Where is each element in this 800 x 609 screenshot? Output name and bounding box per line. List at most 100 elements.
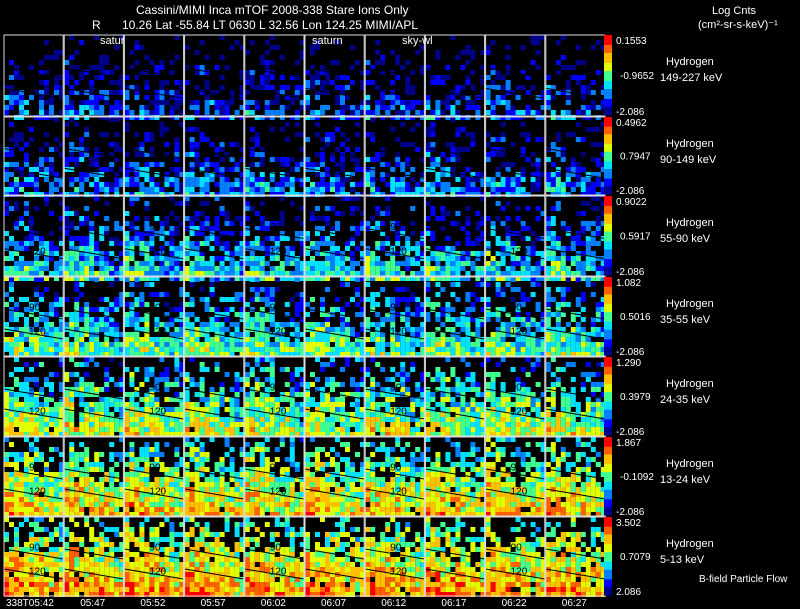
panel-r3-c7 (424, 276, 486, 357)
energy-label-0: 149-227 keV (660, 72, 723, 84)
colorbar-max-2: 0.9022 (616, 197, 647, 208)
image-tag-satur: satur (100, 35, 125, 47)
panel-r6-c7 (424, 516, 486, 597)
panel-r1-c2 (123, 116, 185, 197)
species-label-1: Hydrogen (666, 138, 714, 150)
contour-label: 90 (390, 543, 402, 554)
contour-label: 120 (390, 327, 407, 338)
panel-r3-c4: 120 90 (244, 276, 305, 357)
panel-r0-c2 (123, 34, 185, 120)
panel-r1-c9 (545, 116, 606, 197)
contour-label: 90 (390, 463, 402, 474)
panel-r4-c7 (424, 356, 486, 437)
panel-r3-c1 (63, 276, 125, 357)
panel-r0-c4 (244, 34, 305, 120)
time-tick-1: 05:47 (80, 598, 105, 609)
contour-label: 120 (29, 327, 46, 338)
contour-label: 90 (270, 303, 282, 314)
panel-r6-c5 (304, 516, 365, 597)
colorbar-mid-4: 0.3979 (620, 392, 651, 403)
energy-label-1: 90-149 keV (660, 154, 717, 166)
contour-label: 90 (270, 222, 282, 233)
panel-r0-c5 (304, 34, 365, 120)
colorbar-max-1: 0.4962 (616, 118, 647, 129)
colorbar-max-6: 3.502 (616, 518, 641, 529)
image-tag-sky: sky-wl (402, 35, 433, 47)
panel-r6-c4: 120 90 (244, 516, 305, 597)
species-label-0: Hydrogen (666, 56, 714, 68)
species-label-3: Hydrogen (666, 298, 714, 310)
time-tick-6: 06:12 (381, 598, 406, 609)
colorbar-mid-0: -0.9652 (620, 71, 654, 82)
colorbar-min-3: -2.086 (616, 347, 645, 358)
contour-label: 90 (390, 303, 402, 314)
contour-label: 90 (390, 222, 402, 233)
contour-label: 120 (29, 567, 46, 578)
panel-r0-c6 (364, 34, 426, 120)
panel-r2-c8: 120 90 (485, 195, 546, 281)
colorbar-min-5: -2.086 (616, 507, 645, 518)
panel-r0-c3 (184, 34, 245, 120)
panel-r5-c2: 120 90 (123, 436, 185, 517)
panel-r3-c3 (184, 276, 245, 357)
panel-r3-c8: 120 90 (485, 276, 546, 357)
colorbar-row-2 (604, 196, 612, 276)
colorbar-min-6: 2.086 (616, 587, 641, 598)
contour-label: 90 (29, 543, 41, 554)
time-tick-5: 06:07 (321, 598, 346, 609)
colorbar-row-0 (604, 35, 612, 116)
contour-label: 120 (29, 407, 46, 418)
panel-r5-c7 (424, 436, 486, 517)
panel-r5-c9 (545, 436, 606, 517)
time-tick-0: 338T05:42 (6, 598, 54, 609)
position-readout: 10.26 Lat -55.84 LT 0630 L 32.56 Lon 124… (122, 18, 418, 32)
units-expression: (cm²-sr-s-keV)⁻¹ (698, 19, 778, 31)
species-label-2: Hydrogen (666, 217, 714, 229)
panel-r2-c3 (184, 195, 245, 281)
panel-r3-c2: 120 90 (123, 276, 185, 357)
panel-r4-c1 (63, 356, 125, 437)
r-label: R (92, 18, 101, 32)
contour-label: 120 (390, 246, 407, 257)
colorbar-min-1: -2.086 (616, 186, 645, 197)
panel-r4-c2: 120 90 (123, 356, 185, 437)
panel-r1-c6 (364, 116, 426, 197)
colorbar-row-4 (604, 357, 612, 436)
panel-r3-c6: 120 90 (364, 276, 426, 357)
contour-label: 120 (270, 407, 287, 418)
panel-r3-c0: 120 90 (3, 276, 64, 357)
panel-r2-c6: 120 90 (364, 195, 426, 281)
panel-r3-c5 (304, 276, 365, 357)
energy-label-5: 13-24 keV (660, 474, 711, 486)
panel-r2-c5 (304, 195, 365, 281)
contour-label: 120 (511, 407, 528, 418)
colorbar-row-1 (604, 117, 612, 195)
bfield-note: B-field Particle Flow (699, 574, 788, 585)
contour-label: 90 (149, 543, 161, 554)
colorbar-mid-1: 0.7947 (620, 152, 651, 163)
energy-label-4: 24-35 keV (660, 394, 711, 406)
colorbar-min-0: -2.086 (616, 107, 645, 118)
species-label-6: Hydrogen (666, 538, 714, 550)
panel-r1-c4 (244, 116, 305, 197)
colorbar-max-3: 1.082 (616, 278, 641, 289)
contour-label: 120 (390, 567, 407, 578)
colorbar-min-2: -2.086 (616, 267, 645, 278)
panel-r4-c9 (545, 356, 606, 437)
contour-label: 90 (511, 383, 523, 394)
panel-r2-c2: 120 90 (123, 195, 185, 281)
energy-label-6: 5-13 keV (660, 554, 705, 566)
contour-label: 120 (270, 487, 287, 498)
contour-label: 90 (149, 303, 161, 314)
contour-label: 90 (149, 222, 161, 233)
contour-label: 120 (149, 246, 166, 257)
energy-label-3: 35-55 keV (660, 314, 711, 326)
contour-label: 120 (149, 407, 166, 418)
time-tick-2: 05:52 (140, 598, 165, 609)
panel-r2-c4: 120 90 (244, 195, 305, 281)
panel-r1-c1 (63, 116, 125, 197)
panel-r5-c3 (184, 436, 245, 517)
panel-r5-c8: 120 90 (485, 436, 546, 517)
page-title: Cassini/MIMI Inca mTOF 2008-338 Stare Io… (136, 3, 409, 17)
contour-label: 120 (149, 327, 166, 338)
